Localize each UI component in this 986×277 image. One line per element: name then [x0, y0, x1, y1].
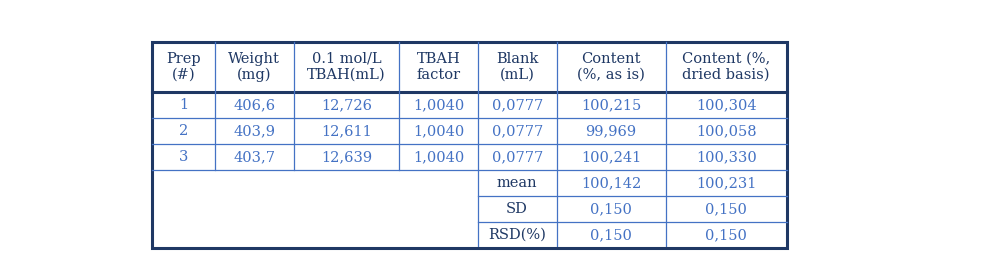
Text: Prep: Prep	[167, 52, 201, 66]
Text: Content (%,: Content (%,	[682, 52, 770, 66]
Text: Weight: Weight	[229, 52, 280, 66]
Text: (mL): (mL)	[500, 68, 534, 82]
Text: Blank: Blank	[496, 52, 538, 66]
Text: 12,611: 12,611	[321, 124, 372, 138]
Text: 100,241: 100,241	[581, 150, 641, 164]
Text: 100,330: 100,330	[696, 150, 756, 164]
Text: 1: 1	[179, 98, 188, 112]
Text: dried basis): dried basis)	[682, 68, 770, 82]
Text: RSD(%): RSD(%)	[488, 228, 546, 242]
Text: 0,150: 0,150	[705, 202, 747, 216]
Text: 100,215: 100,215	[581, 98, 641, 112]
Text: 100,142: 100,142	[581, 176, 641, 190]
Text: 1,0040: 1,0040	[413, 98, 464, 112]
Text: 403,7: 403,7	[234, 150, 275, 164]
Text: 0,150: 0,150	[705, 228, 747, 242]
Text: (#): (#)	[172, 68, 195, 82]
Text: 99,969: 99,969	[586, 124, 637, 138]
Text: 403,9: 403,9	[234, 124, 275, 138]
Text: mean: mean	[497, 176, 537, 190]
Text: 1,0040: 1,0040	[413, 124, 464, 138]
Text: TBAH: TBAH	[417, 52, 460, 66]
Text: (mg): (mg)	[237, 68, 271, 82]
Text: 100,304: 100,304	[696, 98, 756, 112]
Text: Content: Content	[582, 52, 641, 66]
Text: 2: 2	[179, 124, 188, 138]
Text: 100,058: 100,058	[696, 124, 756, 138]
Text: 12,639: 12,639	[320, 150, 372, 164]
Text: 3: 3	[178, 150, 188, 164]
Text: 0,0777: 0,0777	[492, 98, 543, 112]
Text: 0.1 mol/L: 0.1 mol/L	[312, 52, 382, 66]
Text: factor: factor	[416, 68, 460, 82]
Text: TBAH(mL): TBAH(mL)	[307, 68, 386, 82]
Text: 12,726: 12,726	[320, 98, 372, 112]
Text: SD: SD	[506, 202, 528, 216]
Text: 0,150: 0,150	[591, 202, 632, 216]
Text: 1,0040: 1,0040	[413, 150, 464, 164]
Text: 0,0777: 0,0777	[492, 124, 543, 138]
Text: 0,0777: 0,0777	[492, 150, 543, 164]
Text: (%, as is): (%, as is)	[577, 68, 645, 82]
Bar	[152, 42, 787, 248]
Text: 406,6: 406,6	[234, 98, 275, 112]
Text: 0,150: 0,150	[591, 228, 632, 242]
Text: 100,231: 100,231	[696, 176, 756, 190]
